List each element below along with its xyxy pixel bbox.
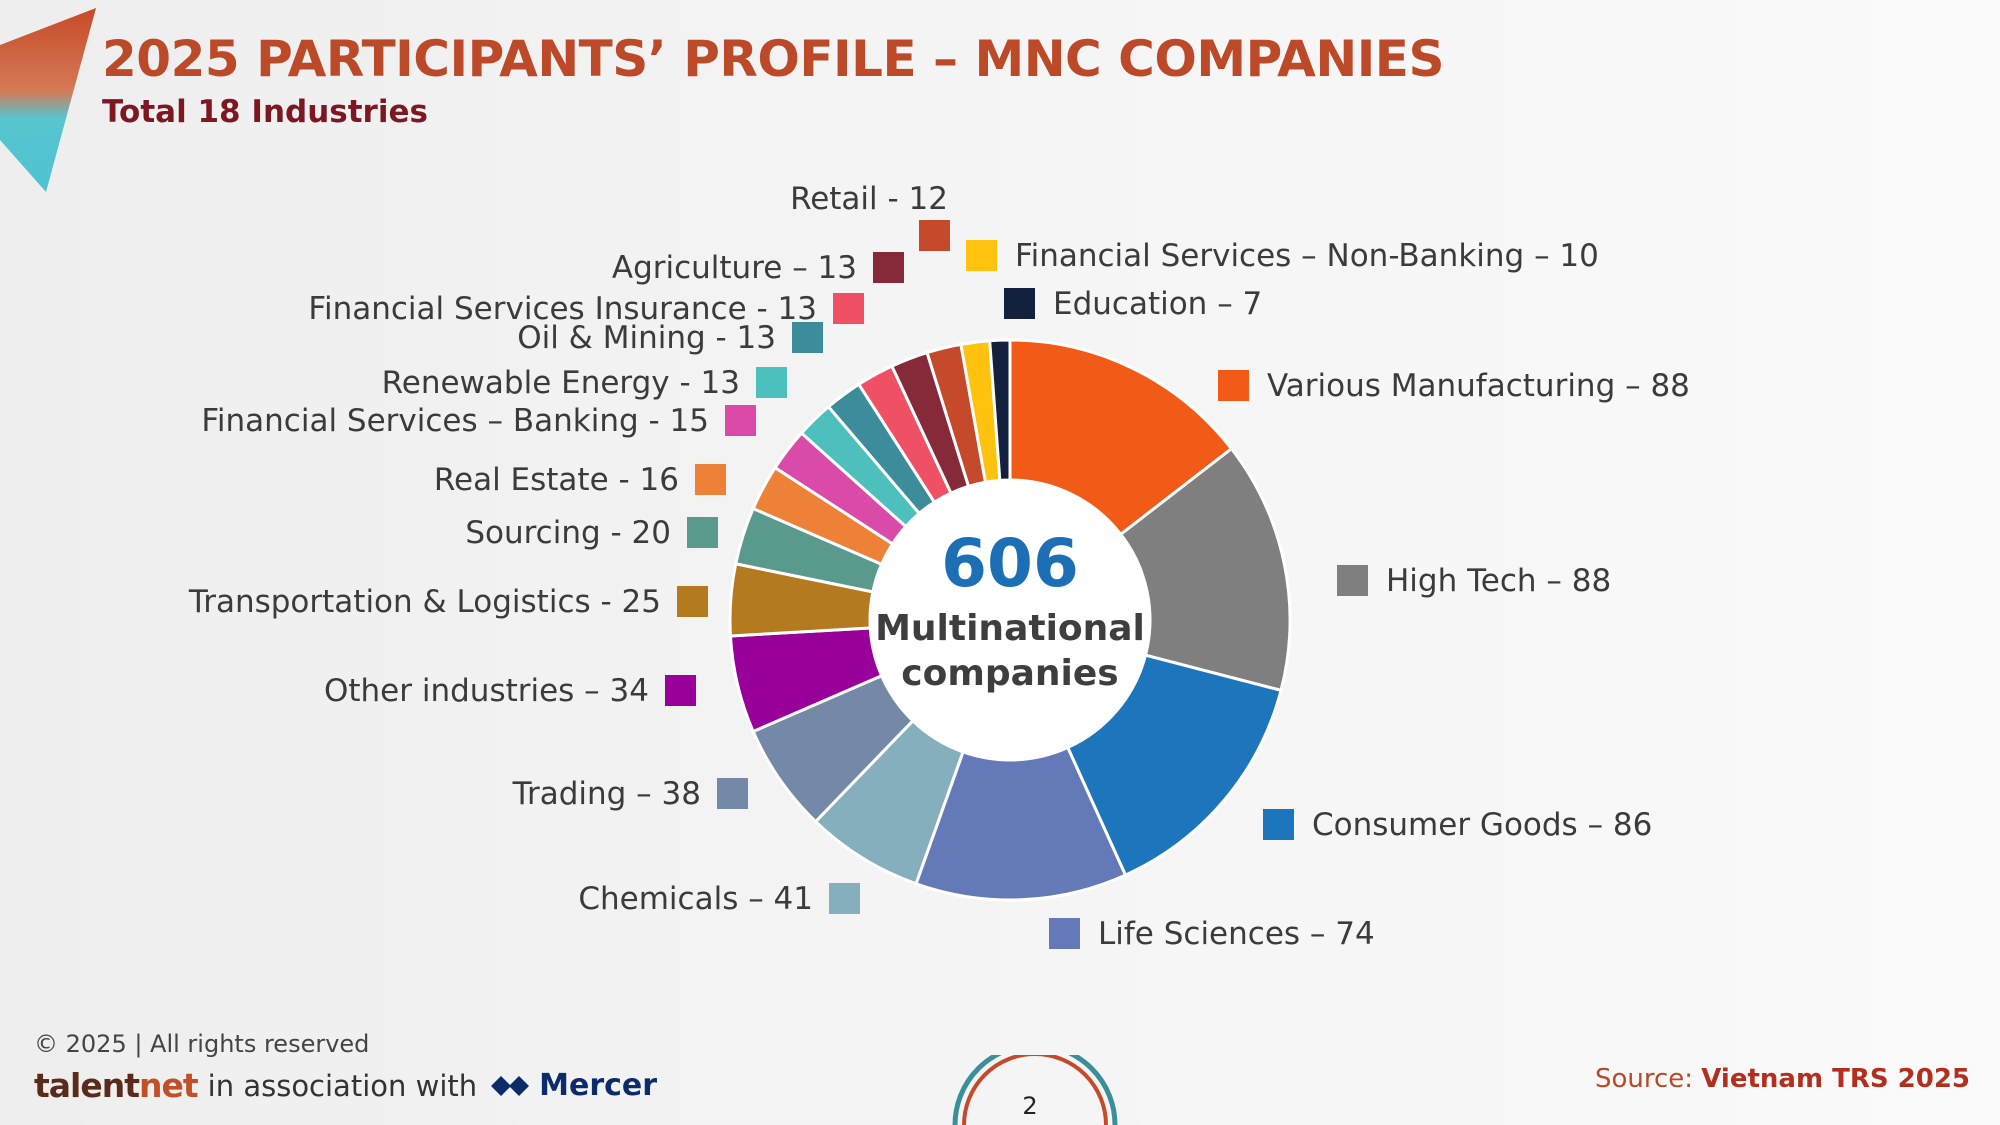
chart-legend: Various Manufacturing – 88 High Tech – 88…	[188, 181, 1690, 952]
legend-label: Life Sciences – 74	[1098, 916, 1375, 952]
legend-swatch	[677, 586, 708, 617]
legend-swatch	[919, 220, 950, 251]
legend-swatch	[725, 405, 756, 436]
legend-swatch	[829, 883, 860, 914]
center-label-line2: companies	[901, 653, 1118, 694]
mercer-logo-icon	[491, 1075, 530, 1096]
legend-label: Consumer Goods – 86	[1312, 807, 1652, 843]
legend-swatch	[1049, 918, 1080, 949]
legend-label: Other industries – 34	[324, 673, 649, 709]
association-text: in association with	[207, 1068, 478, 1103]
legend-swatch	[756, 367, 787, 398]
page-number-badge	[952, 1055, 1118, 1125]
legend-swatch	[1263, 809, 1294, 840]
center-total-number: 606	[941, 525, 1079, 602]
legend-swatch	[1218, 370, 1249, 401]
legend-swatch	[833, 293, 864, 324]
source-value: Vietnam TRS 2025	[1701, 1064, 1970, 1094]
legend-label: Oil & Mining - 13	[517, 320, 776, 356]
legend-label: Sourcing - 20	[465, 515, 671, 551]
legend-label: Financial Services – Banking - 15	[201, 403, 709, 439]
legend-label: Agriculture – 13	[612, 250, 857, 286]
corner-decoration	[0, 8, 96, 192]
legend-label: Education – 7	[1053, 286, 1262, 322]
legend-swatch	[687, 517, 718, 548]
copyright-text: © 2025 | All rights reserved	[34, 1030, 370, 1058]
center-label-line1: Multinational	[875, 608, 1145, 649]
legend-swatch	[966, 240, 997, 271]
legend-swatch	[873, 252, 904, 283]
legend-swatch	[792, 322, 823, 353]
legend-label: Financial Services Insurance - 13	[308, 291, 817, 327]
legend-label: Chemicals – 41	[578, 881, 813, 917]
legend-label: High Tech – 88	[1386, 563, 1611, 599]
legend-label: Real Estate - 16	[434, 462, 679, 498]
legend-swatch	[1004, 288, 1035, 319]
mercer-logo-text: Mercer	[539, 1068, 658, 1103]
legend-label: Transportation & Logistics - 25	[188, 584, 661, 620]
source-note: Source: Vietnam TRS 2025	[1595, 1064, 1970, 1094]
legend-label: Various Manufacturing – 88	[1267, 368, 1690, 404]
brand-net: net	[139, 1066, 199, 1105]
legend-swatch	[1337, 565, 1368, 596]
brand-talent: talent	[34, 1066, 140, 1105]
chart-slices	[728, 338, 1292, 902]
legend-swatch	[665, 675, 696, 706]
legend-label: Financial Services – Non-Banking – 10	[1015, 238, 1599, 274]
legend-label: Retail - 12	[790, 181, 948, 217]
legend-swatch	[717, 778, 748, 809]
legend-swatch	[695, 464, 726, 495]
legend-label: Renewable Energy - 13	[382, 365, 740, 401]
page-title: 2025 PARTICIPANTS’ PROFILE – MNC COMPANI…	[102, 30, 1444, 88]
legend-label: Trading – 38	[512, 776, 701, 812]
source-label: Source:	[1594, 1064, 1702, 1094]
page-subtitle: Total 18 Industries	[102, 94, 428, 130]
donut-hole	[870, 480, 1150, 760]
footer-brand: talent net in association with Mercer	[34, 1066, 657, 1105]
page-number: 2	[1022, 1092, 1038, 1120]
